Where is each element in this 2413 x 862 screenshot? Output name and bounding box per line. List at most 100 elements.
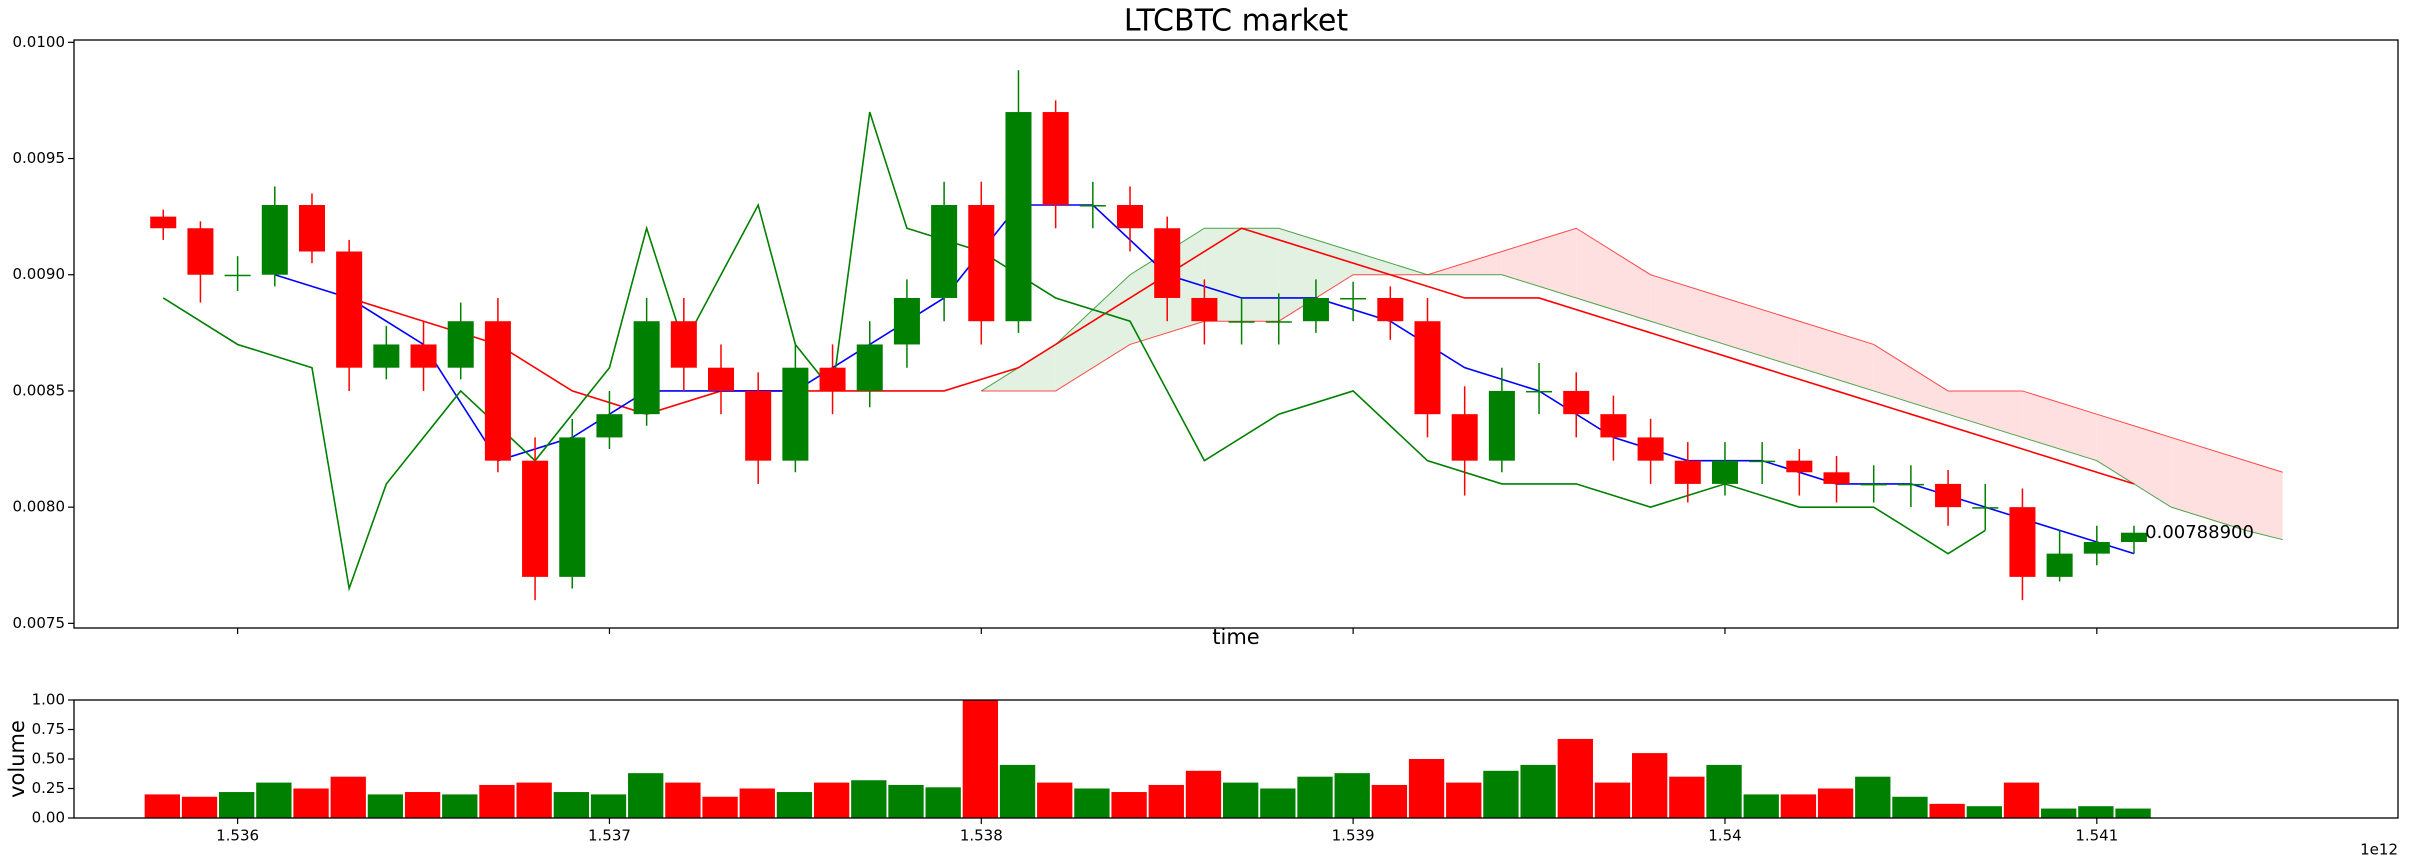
volume-bar <box>442 794 478 818</box>
x-tick-label: 1.541 <box>2075 827 2118 845</box>
candle-body <box>1526 390 1553 393</box>
candle-body <box>1972 507 1999 509</box>
volume-bar <box>1334 773 1370 818</box>
volume-bar <box>256 782 292 818</box>
price-plot <box>150 70 2283 601</box>
volume-bar <box>1520 764 1556 818</box>
volume-bar <box>2078 806 2114 818</box>
candle-body <box>1302 297 1329 322</box>
candle-body <box>1674 460 1701 484</box>
candle-body <box>447 321 474 368</box>
volume-bar <box>1817 788 1854 818</box>
candle-body <box>224 274 251 277</box>
x-tick-label: 1.538 <box>960 827 1003 845</box>
x-tick-label: 1.536 <box>216 827 259 845</box>
cloud-fill <box>2171 437 2246 531</box>
volume-bar <box>219 792 255 818</box>
y-tick-label: 0.0080 <box>13 498 66 516</box>
candle-body <box>298 205 325 252</box>
volume-bar <box>2041 808 2077 818</box>
candle-body <box>1042 112 1069 206</box>
volume-bar <box>1632 753 1668 818</box>
candle-body <box>1563 390 1590 415</box>
candle-body <box>1340 297 1367 300</box>
candle-body <box>2009 507 2036 577</box>
x-offset-label: 1e12 <box>2360 841 2398 859</box>
volume-bar <box>702 796 738 818</box>
x-tick-label: 1.537 <box>588 827 631 845</box>
volume-bar <box>1669 776 1705 818</box>
candle-body <box>819 367 846 391</box>
cloud-fill <box>1576 228 1651 322</box>
cloud-fill <box>1873 344 1949 415</box>
volume-bar <box>367 794 404 818</box>
volume-bar <box>1074 788 1110 818</box>
volume-bar <box>516 782 552 818</box>
candle-body <box>559 437 586 577</box>
volume-bar <box>1892 796 1928 818</box>
y-tick-label: 0.0075 <box>13 614 66 632</box>
candle-body <box>1935 483 1962 508</box>
volume-bar <box>888 784 924 818</box>
cloud-fill <box>2245 460 2283 540</box>
volume-bar <box>1148 784 1184 818</box>
candle-body <box>670 321 697 368</box>
candle-body <box>893 297 920 345</box>
candle-body <box>633 321 660 415</box>
volume-bar <box>1966 806 2002 818</box>
cloud-fill <box>2022 390 2097 461</box>
candle-body <box>1451 414 1478 461</box>
volume-bar <box>1037 782 1073 818</box>
volume-bar <box>404 792 441 818</box>
candle-body <box>745 390 772 461</box>
candle-body <box>1637 437 1664 461</box>
volume-bar <box>330 776 366 818</box>
cloud-fill <box>1724 297 1800 368</box>
volume-bar <box>553 792 589 818</box>
volume-y-tick-label: 0.75 <box>32 720 65 738</box>
x-tick-label: 1.54 <box>1708 827 1741 845</box>
candle-body <box>968 205 995 322</box>
candle-body <box>1488 390 1515 461</box>
candle-body <box>1786 460 1813 473</box>
candle-body <box>1860 483 1887 486</box>
volume-bar <box>1185 770 1222 818</box>
volume-y-tick-label: 1.00 <box>32 691 65 709</box>
candle-body <box>1823 472 1850 484</box>
volume-bar <box>293 788 329 818</box>
volume-bar <box>665 782 701 818</box>
cloud-fill <box>1799 321 1874 391</box>
volume-y-tick-label: 0.50 <box>32 750 65 768</box>
volume-axis-label: volume <box>5 720 29 798</box>
volume-bar <box>1557 738 1593 818</box>
volume-bar <box>1408 759 1445 818</box>
volume-bar <box>1855 776 1891 818</box>
volume-y-tick-label: 0.00 <box>32 809 65 827</box>
volume-bar <box>1483 770 1519 818</box>
candle-body <box>1414 321 1441 415</box>
candle-body <box>336 251 363 368</box>
candle-body <box>2046 553 2073 577</box>
volume-bar <box>1706 764 1742 818</box>
volume-bar <box>2115 808 2151 818</box>
candle-body <box>484 321 511 461</box>
volume-bar <box>1222 782 1259 818</box>
price-frame <box>73 39 2399 629</box>
volume-bar <box>628 773 664 818</box>
volume-bar <box>999 764 1036 818</box>
cloud-span <box>981 227 2283 541</box>
volume-bar <box>1297 776 1333 818</box>
candle-body <box>1228 321 1255 323</box>
candle-body <box>707 367 735 391</box>
candle-body <box>596 414 623 438</box>
volume-bar <box>776 792 813 818</box>
volume-bar <box>479 784 515 818</box>
cloud-fill <box>2096 414 2172 508</box>
volume-bar <box>590 794 627 818</box>
candle-body <box>1600 414 1627 438</box>
last-price-label: 0.00788900 <box>2145 522 2254 543</box>
cloud-fill <box>1055 274 1131 391</box>
candle-body <box>1749 460 1776 463</box>
y-tick-label: 0.0095 <box>13 149 66 167</box>
